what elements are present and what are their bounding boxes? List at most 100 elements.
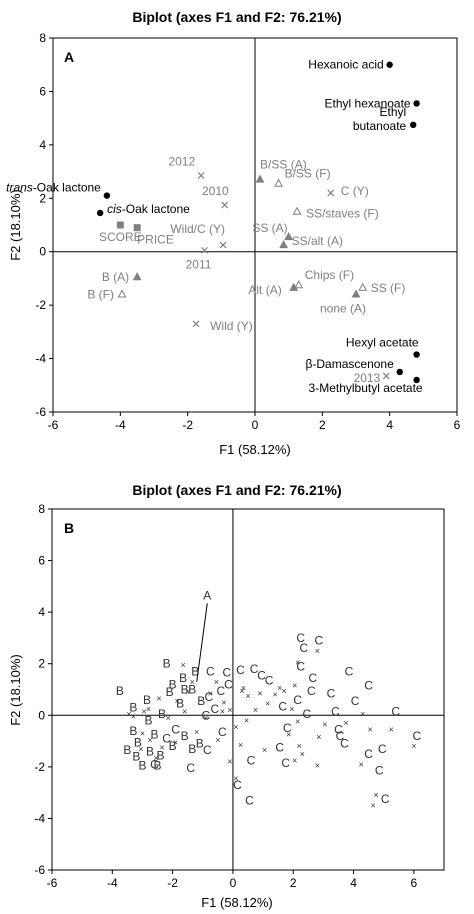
panel-a-letter: A (64, 49, 74, 65)
x-tick-label: 2 (290, 876, 297, 890)
year-type-point (192, 320, 200, 328)
observation-letter: B (129, 724, 137, 738)
observation-cross: × (238, 740, 243, 750)
variable-point (413, 351, 420, 358)
point-label-italic: cis (107, 202, 122, 216)
observation-letter: C (265, 673, 274, 687)
observation-letter: B (176, 697, 184, 711)
observation-cross: × (141, 706, 146, 716)
point-label: β-Damascenone (305, 357, 394, 371)
y-tick-label: -4 (34, 811, 45, 825)
observation-letter: C (296, 659, 305, 673)
observation-cross: × (203, 713, 208, 723)
point-label: SS/alt (A) (292, 234, 343, 248)
observation-cross: × (277, 683, 282, 693)
point-label: 2011 (186, 257, 212, 271)
panel-b-letter: B (64, 520, 74, 536)
point-label-line: butanoate (353, 119, 407, 133)
point-label: SS/staves (F) (306, 207, 379, 221)
observation-letter: C (223, 666, 232, 680)
observation-cross: × (182, 706, 187, 716)
y-tick-label: 0 (38, 708, 45, 722)
x-tick-label: -4 (107, 876, 118, 890)
year-type-point (201, 246, 208, 254)
observation-cross: × (208, 688, 213, 698)
maturation-point (358, 282, 368, 291)
observation-letter: C (378, 742, 387, 756)
point-label-italic: trans (6, 181, 33, 195)
variable-point (410, 121, 417, 129)
observation-cross: × (295, 717, 300, 727)
observation-letter: C (186, 761, 195, 775)
observation-letter: C (375, 764, 384, 778)
observation-letter: C (201, 708, 210, 722)
panel-b-xlabel: F1 (58.12%) (201, 895, 273, 910)
observation-cross: × (371, 801, 376, 811)
observation-cross: × (358, 759, 363, 769)
point-label: B (A) (102, 270, 129, 284)
observation-letter: C (364, 679, 373, 693)
observation-letter: C (334, 722, 343, 736)
observation-cross: × (214, 677, 219, 687)
observation-cross: × (233, 773, 238, 783)
observation-letter: B (144, 713, 152, 727)
point-label: Hexyl acetate (346, 336, 419, 350)
point-label: B/SS (F) (285, 167, 331, 181)
observation-letter: C (381, 792, 390, 806)
observation-cross: × (374, 790, 379, 800)
observation-cross: × (262, 745, 267, 755)
x-tick-label: -2 (182, 418, 193, 432)
annotation-label: A (203, 588, 211, 602)
observation-letter: C (236, 663, 245, 677)
maturation-point (351, 289, 361, 298)
panel-a-axes: -6 -4 -2 0 2 4 6 -6 -4 -2 0 2 4 6 8 (35, 31, 460, 432)
observation-letter: C (315, 634, 324, 648)
y-tick-label: 8 (39, 31, 46, 45)
observation-letter: C (302, 707, 311, 721)
maturation-point (289, 282, 299, 291)
supplementary-point (116, 221, 124, 229)
observation-letter: B (154, 759, 162, 773)
observation-cross: × (153, 753, 158, 763)
observation-cross: × (297, 741, 302, 751)
cross-stroke (192, 320, 200, 328)
y-tick-label: 8 (38, 502, 45, 516)
y-tick-label: 2 (38, 657, 45, 671)
observation-cross: × (131, 712, 136, 722)
variable-point (413, 100, 420, 107)
panel-b-frame (51, 508, 445, 871)
observation-letter: C (245, 793, 254, 807)
observation-cross: × (181, 660, 186, 670)
x-tick-label: 6 (454, 418, 461, 432)
x-tick-label: 4 (386, 418, 393, 432)
observation-cross: × (220, 706, 225, 716)
variable-point (413, 376, 420, 384)
observation-cross: × (273, 690, 278, 700)
observation-cross: × (257, 688, 262, 698)
observation-cross: × (173, 737, 178, 747)
observation-cross: × (185, 687, 190, 697)
y-tick-label: 4 (39, 138, 46, 152)
observation-letter: C (217, 684, 226, 698)
point-label: SS (A) (252, 221, 287, 235)
observation-letter: B (134, 735, 142, 749)
observation-letter: C (210, 702, 219, 716)
observation-letter: B (163, 657, 171, 671)
point-label: 2010 (202, 184, 229, 198)
observation-letter: C (281, 756, 290, 770)
panel-a-xlabel: F1 (58.12%) (219, 442, 291, 457)
observation-cross: × (360, 709, 365, 719)
year-type-point (327, 189, 335, 197)
panel-b-axes: -6 -4 -2 0 2 4 6 -6 -4 -2 0 2 4 6 8 (34, 502, 444, 890)
variable-point (386, 61, 393, 68)
year-type-point (382, 372, 390, 380)
observation-letter: C (296, 631, 305, 645)
point-label-rest: -Oak lactone (122, 202, 190, 216)
maturation-point (117, 289, 127, 298)
observation-letter: B (169, 677, 177, 691)
observation-letter: B (179, 671, 187, 685)
observation-letter: B (138, 759, 146, 773)
observation-letter: C (250, 662, 259, 676)
